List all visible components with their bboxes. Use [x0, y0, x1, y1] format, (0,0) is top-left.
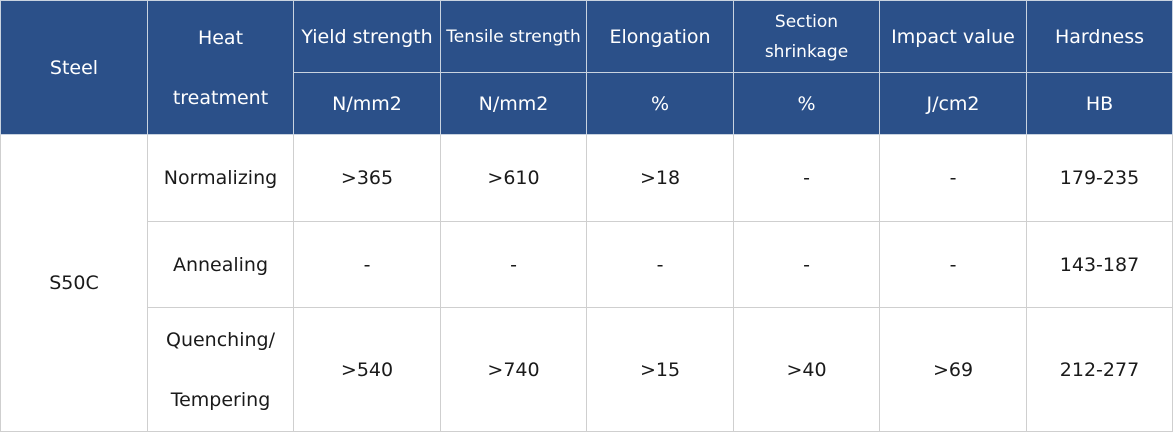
- tensile-cell: >610: [440, 134, 587, 222]
- header-section-line1: Section: [774, 11, 839, 32]
- header-tensile-strength: Tensile strength: [440, 0, 587, 73]
- header-section-line2: shrinkage: [764, 41, 849, 62]
- impact-cell: -: [879, 221, 1027, 308]
- header-impact-value: Impact value: [879, 0, 1027, 73]
- elongation-cell: >15: [586, 307, 734, 432]
- table-body: S50C Normalizing >365 >610 >18 - - 179-2…: [0, 134, 1173, 432]
- hardness-cell: 212-277: [1026, 307, 1173, 432]
- header-elongation: Elongation: [586, 0, 734, 73]
- hardness-cell: 143-187: [1026, 221, 1173, 308]
- table-header: Steel Heat treatment Yield strength Tens…: [0, 0, 1173, 135]
- header-heat-line2: treatment: [172, 86, 269, 109]
- header-row-units: N/mm2 N/mm2 % % J/cm2 HB: [1, 72, 1173, 135]
- elongation-cell: -: [586, 221, 734, 308]
- yield-cell: -: [293, 221, 441, 308]
- unit-hardness: HB: [1026, 72, 1173, 135]
- tensile-cell: >740: [440, 307, 587, 432]
- impact-cell: -: [879, 134, 1027, 222]
- header-hardness: Hardness: [1026, 0, 1173, 73]
- elongation-cell: >18: [586, 134, 734, 222]
- header-section-shrinkage: Section shrinkage: [733, 0, 880, 73]
- header-row-titles: Steel Heat treatment Yield strength Tens…: [0, 0, 1173, 135]
- steel-cell: S50C: [0, 134, 148, 432]
- unit-impact: J/cm2: [879, 72, 1027, 135]
- tensile-cell: -: [440, 221, 587, 308]
- yield-cell: >365: [293, 134, 441, 222]
- unit-yield: N/mm2: [293, 72, 441, 135]
- impact-cell: >69: [879, 307, 1027, 432]
- unit-tensile: N/mm2: [440, 72, 587, 135]
- table-row: Annealing - - - - - 143-187: [1, 221, 1173, 308]
- header-steel: Steel: [0, 0, 148, 135]
- section-cell: >40: [733, 307, 880, 432]
- hardness-cell: 179-235: [1026, 134, 1173, 222]
- header-heat-treatment: Heat treatment: [147, 0, 294, 135]
- unit-section: %: [733, 72, 880, 135]
- treatment-cell: Annealing: [147, 221, 294, 308]
- header-heat-line1: Heat: [197, 26, 244, 49]
- section-cell: -: [733, 221, 880, 308]
- section-cell: -: [733, 134, 880, 222]
- yield-cell: >540: [293, 307, 441, 432]
- header-yield-strength: Yield strength: [293, 0, 441, 73]
- table-row: Quenching/ Tempering >540 >740 >15 >40 >…: [1, 307, 1173, 432]
- table-row: S50C Normalizing >365 >610 >18 - - 179-2…: [0, 134, 1173, 432]
- treatment-cell: Normalizing: [147, 134, 294, 222]
- treatment-line1: Quenching/: [166, 328, 275, 351]
- treatment-line2: Tempering: [170, 388, 271, 411]
- unit-elongation: %: [586, 72, 734, 135]
- treatment-cell: Quenching/ Tempering: [147, 307, 294, 432]
